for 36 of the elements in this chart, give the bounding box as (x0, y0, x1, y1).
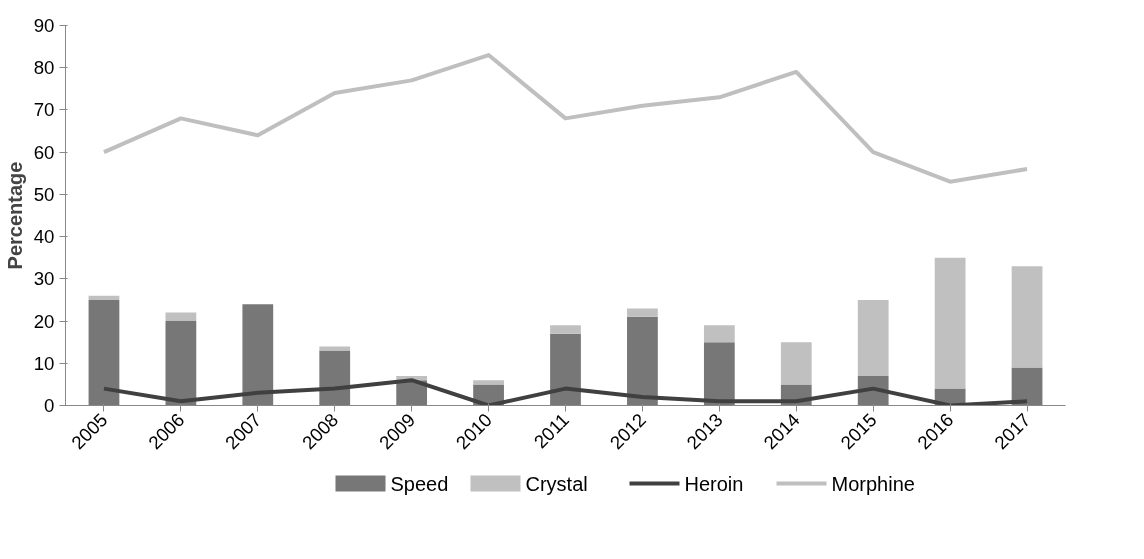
bar (165, 312, 197, 322)
bar (319, 350, 351, 406)
bar (473, 380, 504, 385)
y-axis-title: Percentage (3, 161, 26, 270)
bar (1011, 367, 1043, 406)
y-tick-label: 50 (33, 183, 55, 205)
bar (1011, 266, 1043, 368)
y-tick-label: 40 (33, 226, 55, 248)
y-tick-label: 10 (33, 352, 55, 374)
line-series (101, 53, 1030, 184)
bar (88, 295, 120, 300)
bar (780, 342, 812, 385)
bar (165, 321, 197, 406)
bar (550, 325, 581, 334)
legend-label: Crystal (525, 472, 588, 495)
bar (703, 342, 735, 406)
y-tick-label: 70 (33, 99, 55, 121)
line-series (101, 378, 1030, 406)
legend-label: Morphine (831, 472, 915, 495)
y-tick-label: 20 (33, 310, 55, 332)
y-tick-label: 0 (44, 395, 55, 416)
bar (627, 316, 658, 406)
legend-label: Speed (390, 472, 449, 495)
legend-label: Heroin (684, 472, 744, 495)
y-tick-label: 60 (33, 141, 55, 163)
bar (934, 257, 966, 389)
bar (319, 346, 351, 351)
bar (627, 308, 658, 317)
y-tick-label: 30 (33, 268, 55, 290)
bar (703, 325, 735, 343)
y-tick-label: 90 (33, 15, 55, 36)
bar (550, 333, 581, 406)
y-tick-label: 80 (33, 57, 55, 79)
bar (88, 299, 120, 406)
bar (242, 304, 274, 406)
bar (857, 299, 889, 376)
